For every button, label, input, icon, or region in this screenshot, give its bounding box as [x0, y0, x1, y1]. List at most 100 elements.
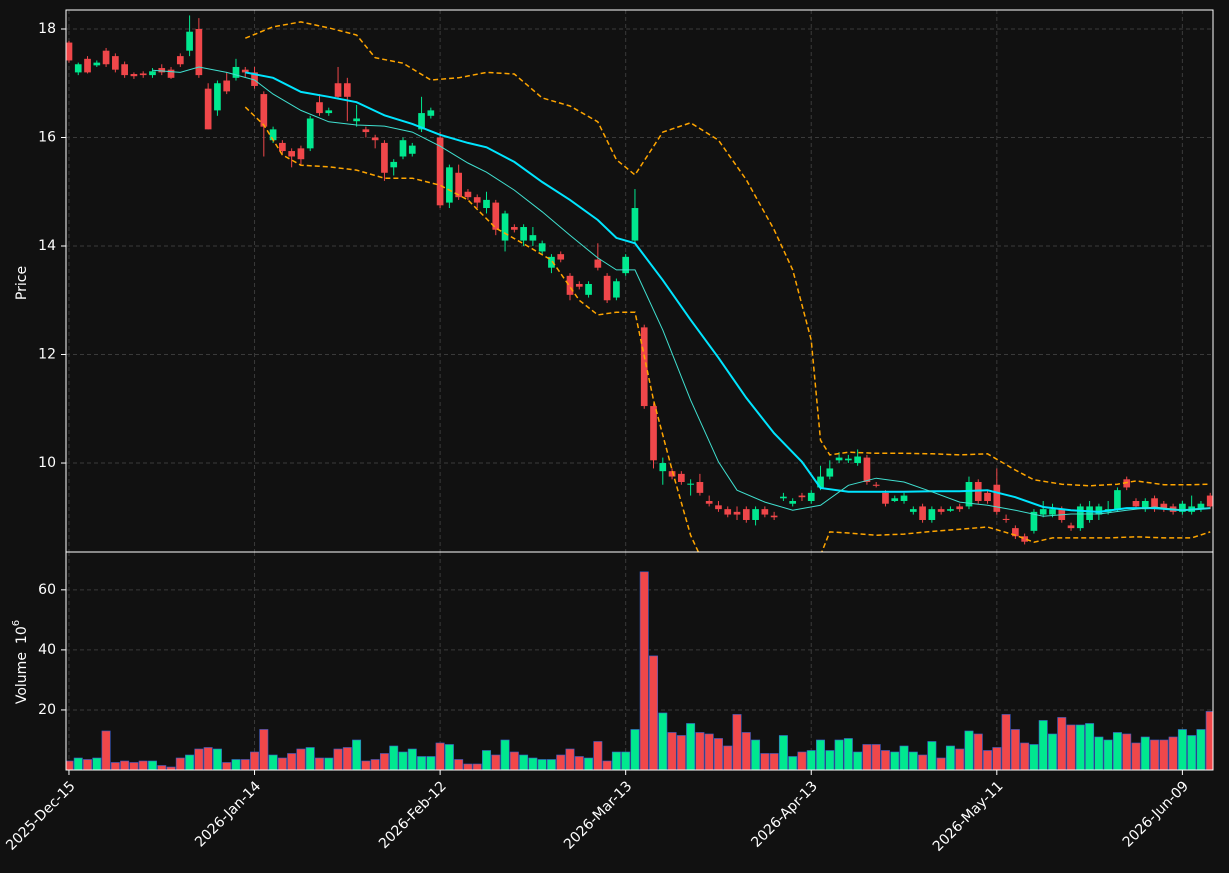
volume-bar	[370, 759, 380, 770]
candle-body	[993, 484, 1001, 512]
candle-body	[297, 148, 305, 160]
volume-bar	[797, 751, 807, 770]
candle-body	[715, 505, 722, 510]
volume-bar	[389, 745, 399, 770]
candle-body	[1151, 498, 1158, 510]
candle-body	[121, 64, 128, 76]
volume-bar	[816, 739, 825, 770]
candle-body	[900, 495, 908, 502]
candle-body	[770, 515, 778, 518]
volume-bar	[1196, 729, 1206, 770]
candle-body	[937, 509, 945, 512]
volume-bar	[584, 757, 594, 770]
candle-body	[204, 88, 212, 130]
volume-bar	[751, 739, 761, 770]
candle-body	[575, 283, 583, 287]
volume-bar	[574, 756, 584, 770]
volume-bar	[324, 757, 334, 770]
candle-body	[316, 102, 323, 114]
volume-bar	[964, 730, 974, 770]
candle-body	[1206, 495, 1213, 507]
volume-bar	[955, 748, 965, 770]
candle-body	[74, 64, 82, 73]
volume-bar	[1159, 739, 1169, 770]
volume-bar	[435, 742, 445, 770]
volume-bar	[361, 760, 371, 770]
candle-body	[909, 509, 917, 512]
volume-bar	[695, 732, 705, 770]
candle-body	[381, 142, 388, 173]
candle-body	[1141, 501, 1149, 510]
volume-bar	[1066, 724, 1076, 770]
volume-bar	[1131, 742, 1141, 770]
candle-body	[1030, 511, 1038, 531]
volume-label-text: Volume	[14, 652, 30, 704]
y-tick-label: 20	[38, 702, 56, 718]
volume-bar	[1020, 742, 1030, 770]
volume-bar	[157, 765, 167, 770]
volume-bar	[73, 757, 83, 770]
candle-body	[102, 50, 110, 65]
candle-body	[112, 56, 119, 70]
candle-body	[408, 145, 416, 154]
volume-bar	[778, 735, 788, 770]
candle-body	[845, 458, 852, 461]
candle-body	[705, 501, 713, 504]
volume-bar	[593, 741, 603, 770]
candle-body	[780, 496, 787, 499]
candle-body	[149, 71, 156, 76]
candle-body	[232, 66, 240, 78]
candle-body	[260, 94, 268, 127]
volume-bar	[426, 756, 436, 770]
volume-bar	[194, 748, 204, 770]
candle-body	[288, 151, 295, 157]
volume-bar	[945, 745, 955, 770]
candle-body	[1021, 536, 1028, 542]
volume-bar	[556, 754, 566, 770]
candle-body	[668, 471, 676, 477]
volume-bar	[630, 729, 640, 770]
candle-body	[826, 468, 834, 477]
candle-body	[418, 113, 425, 130]
volume-bar	[528, 757, 538, 770]
volume-bar	[491, 754, 501, 770]
volume-bar	[259, 729, 269, 770]
candle-body	[817, 476, 824, 488]
candle-body	[1095, 506, 1103, 515]
volume-bar	[296, 748, 306, 770]
volume-bar	[166, 766, 176, 770]
volume-bar	[1085, 723, 1095, 770]
volume-bar	[862, 744, 872, 770]
volume-multiplier-exponent: 6	[11, 620, 22, 626]
volume-bar	[992, 747, 1002, 770]
candle-body	[733, 511, 741, 515]
volume-bar	[1112, 732, 1122, 770]
volume-bar	[444, 744, 454, 770]
volume-bar	[732, 714, 742, 770]
volume-bar	[918, 754, 928, 770]
volume-bar	[138, 760, 148, 770]
volume-bar	[315, 757, 324, 770]
volume-bar	[936, 757, 946, 770]
volume-bar	[741, 732, 751, 770]
volume-bar	[83, 759, 93, 770]
candle-body	[130, 74, 138, 77]
candle-body	[195, 28, 203, 76]
candle-body	[1114, 490, 1121, 510]
candle-body	[1160, 503, 1168, 510]
volume-bar	[871, 744, 881, 770]
candle-body	[696, 482, 704, 493]
candle-body	[93, 62, 101, 66]
candle-body	[343, 83, 351, 97]
candle-body	[603, 275, 611, 301]
volume-bar	[175, 757, 185, 770]
volume-bar	[407, 748, 417, 770]
candle-body	[548, 256, 555, 268]
candles	[66, 15, 1213, 545]
candle-body	[965, 482, 973, 507]
y-tick-label: 12	[38, 347, 56, 363]
volume-bar	[519, 754, 529, 770]
candle-body	[436, 137, 444, 206]
candle-body	[167, 69, 175, 78]
volume-bar	[649, 655, 658, 770]
